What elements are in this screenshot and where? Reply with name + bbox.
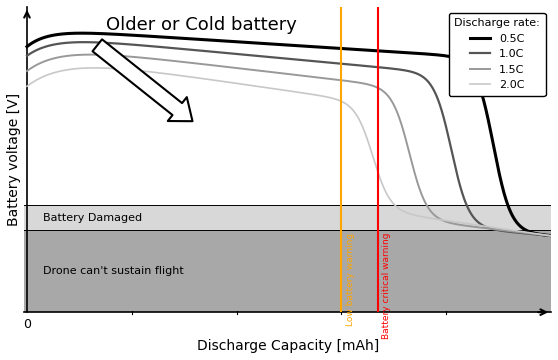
Text: Battery Damaged: Battery Damaged [43, 212, 142, 222]
X-axis label: Discharge Capacity [mAh]: Discharge Capacity [mAh] [196, 339, 379, 353]
Text: Low battery warning: Low battery warning [345, 233, 355, 326]
Text: Drone can't sustain flight: Drone can't sustain flight [43, 266, 184, 276]
FancyArrowPatch shape [93, 39, 193, 121]
Text: Battery critical warning: Battery critical warning [382, 233, 391, 339]
Y-axis label: Battery voltage [V]: Battery voltage [V] [7, 93, 21, 226]
Bar [25, 205, 551, 230]
Bar [25, 230, 551, 312]
Text: Older or Cold battery: Older or Cold battery [105, 16, 296, 34]
Legend: 0.5C, 1.0C, 1.5C, 2.0C: 0.5C, 1.0C, 1.5C, 2.0C [449, 13, 546, 96]
